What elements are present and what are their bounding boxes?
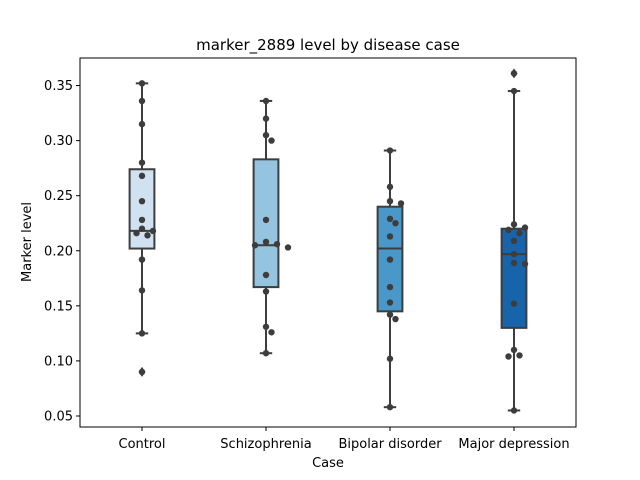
- y-tick-label: 0.05: [44, 409, 73, 424]
- data-point: [138, 120, 146, 128]
- data-point: [505, 226, 512, 234]
- data-point: [138, 80, 146, 87]
- data-point: [521, 224, 529, 231]
- data-point: [386, 283, 394, 291]
- y-axis: 0.05 0.10 0.15 0.20 0.25 0.30 0.35: [44, 79, 80, 424]
- data-point: [510, 300, 518, 307]
- data-point: [516, 352, 523, 359]
- data-point: [133, 229, 140, 237]
- data-point: [138, 216, 146, 224]
- data-point: [510, 407, 518, 414]
- y-tick-label: 0.25: [44, 189, 73, 204]
- data-point: [262, 97, 270, 105]
- data-point: [273, 240, 281, 248]
- data-point: [516, 229, 523, 237]
- box: [252, 158, 280, 289]
- data-point: [251, 242, 259, 249]
- data-point: [138, 256, 146, 263]
- data-point: [386, 147, 394, 154]
- data-point: [262, 350, 270, 357]
- data-point: [262, 288, 270, 295]
- data-point: [268, 137, 275, 144]
- data-point: [386, 256, 394, 263]
- data-point: [386, 233, 394, 240]
- data-point: [138, 197, 146, 205]
- data-point: [138, 287, 146, 294]
- data-point: [262, 131, 270, 139]
- data-point: [386, 311, 394, 318]
- data-point: [138, 368, 146, 376]
- data-point: [510, 237, 518, 245]
- data-point: [149, 227, 157, 235]
- data-point: [138, 330, 146, 337]
- box: [128, 168, 156, 250]
- data-point: [268, 329, 275, 336]
- y-tick-label: 0.10: [44, 354, 73, 369]
- data-point: [386, 403, 394, 411]
- data-point: [262, 323, 270, 330]
- data-point: [138, 225, 146, 232]
- data-point: [392, 315, 399, 323]
- data-point: [138, 172, 146, 180]
- points-layer: [133, 70, 529, 414]
- data-point: [505, 353, 512, 360]
- x-tick-label: Control: [119, 437, 166, 452]
- data-point: [510, 250, 518, 258]
- data-point: [510, 346, 518, 354]
- data-point: [521, 260, 529, 268]
- plot-area: [79, 57, 577, 428]
- data-point: [284, 244, 292, 251]
- y-tick-label: 0.20: [44, 244, 73, 259]
- data-point: [386, 299, 394, 306]
- data-point: [386, 215, 394, 223]
- data-point: [397, 200, 405, 207]
- x-tick-label: Schizophrenia: [220, 437, 311, 452]
- boxes-layer: [128, 68, 528, 412]
- data-point: [510, 70, 518, 77]
- y-tick-label: 0.15: [44, 299, 73, 314]
- data-point: [262, 115, 270, 122]
- x-tick-label: Bipolar disorder: [338, 437, 442, 452]
- y-tick-label: 0.30: [44, 134, 73, 149]
- data-point: [510, 87, 518, 95]
- y-tick-label: 0.35: [44, 79, 73, 94]
- data-point: [386, 355, 394, 362]
- data-point: [392, 220, 399, 227]
- data-point: [138, 97, 146, 105]
- box: [500, 227, 528, 329]
- box-group: [500, 68, 528, 412]
- x-tick-label: Major depression: [458, 437, 569, 452]
- data-point: [262, 238, 270, 246]
- box-group: [252, 99, 280, 355]
- y-axis-label: Marker level: [20, 202, 35, 282]
- chart-title: marker_2889 level by disease case: [196, 36, 460, 55]
- data-point: [262, 216, 270, 224]
- data-point: [262, 271, 270, 279]
- data-point: [138, 159, 146, 166]
- data-point: [386, 183, 394, 191]
- x-axis-label: Case: [312, 456, 344, 471]
- x-axis: Control Schizophrenia Bipolar disorder Majo…: [119, 427, 570, 452]
- data-point: [386, 197, 394, 205]
- data-point: [144, 232, 151, 239]
- data-point: [510, 259, 518, 267]
- data-point: [510, 221, 518, 228]
